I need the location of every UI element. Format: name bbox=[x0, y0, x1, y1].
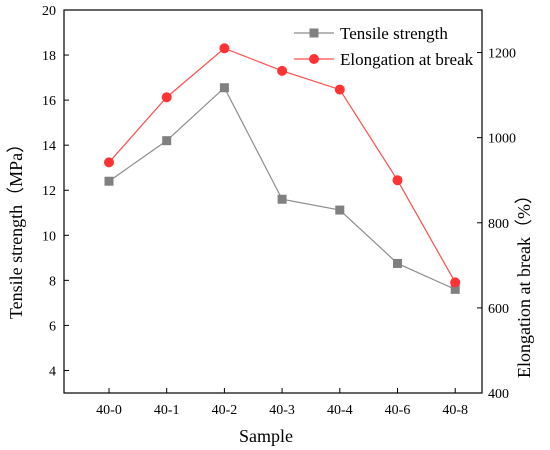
right-tick-label: 800 bbox=[488, 217, 509, 232]
legend-label-elongation: Elongation at break bbox=[340, 50, 474, 69]
data-point-tensile bbox=[335, 205, 345, 215]
data-point-tensile bbox=[104, 176, 114, 186]
data-point-elongation bbox=[277, 65, 288, 76]
series-line-tensile bbox=[108, 86, 456, 290]
left-tick-label: 4 bbox=[49, 364, 56, 379]
data-point-tensile bbox=[450, 284, 460, 294]
x-tick-label: 40-3 bbox=[269, 403, 295, 418]
right-axis-ticks: 400 600 800 1000 1200 bbox=[477, 47, 516, 402]
series-lines bbox=[108, 47, 456, 290]
left-axis-ticks: 4 6 8 10 12 14 16 18 20 bbox=[42, 4, 69, 379]
data-point-elongation bbox=[450, 277, 461, 288]
x-tick-label: 40-4 bbox=[327, 403, 353, 418]
data-point-tensile bbox=[162, 136, 172, 146]
x-tick-label: 40-2 bbox=[212, 403, 238, 418]
left-tick-label: 16 bbox=[42, 94, 56, 109]
x-tick-label: 40-1 bbox=[154, 403, 180, 418]
right-tick-label: 600 bbox=[488, 302, 509, 317]
legend: Tensile strength Elongation at break bbox=[294, 24, 474, 69]
x-tick-label: 40-6 bbox=[385, 403, 411, 418]
x-axis-ticks: 40-0 40-1 40-2 40-3 40-4 40-6 40-8 bbox=[96, 388, 468, 418]
left-tick-label: 14 bbox=[42, 139, 56, 154]
left-tick-label: 6 bbox=[49, 319, 56, 334]
x-tick-label: 40-8 bbox=[442, 403, 468, 418]
legend-marker-elongation bbox=[309, 54, 319, 64]
left-tick-label: 12 bbox=[42, 184, 56, 199]
left-tick-label: 8 bbox=[49, 274, 56, 289]
data-point-elongation bbox=[161, 92, 172, 103]
data-point-elongation bbox=[392, 175, 403, 186]
left-tick-label: 18 bbox=[42, 49, 56, 64]
left-tick-label: 10 bbox=[42, 229, 56, 244]
legend-marker-tensile bbox=[309, 28, 319, 38]
data-point-elongation bbox=[219, 43, 230, 54]
plot-border bbox=[63, 9, 483, 394]
right-tick-label: 1200 bbox=[488, 47, 516, 62]
x-axis-label: Sample bbox=[239, 426, 293, 446]
right-tick-label: 400 bbox=[488, 387, 509, 402]
data-point-tensile bbox=[277, 194, 287, 204]
plot-frame bbox=[63, 9, 483, 394]
data-point-elongation bbox=[104, 157, 114, 168]
right-tick-label: 1000 bbox=[488, 132, 516, 147]
y-axis-left-label: Tensile strength（MPa） bbox=[6, 135, 26, 319]
y-axis-right-label: Elongation at break（%） bbox=[514, 186, 534, 378]
series-line-elongation bbox=[108, 47, 456, 283]
x-tick-label: 40-0 bbox=[96, 403, 122, 418]
data-point-elongation bbox=[334, 84, 345, 95]
data-point-tensile bbox=[393, 258, 402, 268]
legend-label-tensile: Tensile strength bbox=[340, 24, 448, 43]
series-markers bbox=[104, 43, 461, 294]
data-point-tensile bbox=[219, 83, 229, 93]
left-tick-label: 20 bbox=[42, 4, 56, 19]
